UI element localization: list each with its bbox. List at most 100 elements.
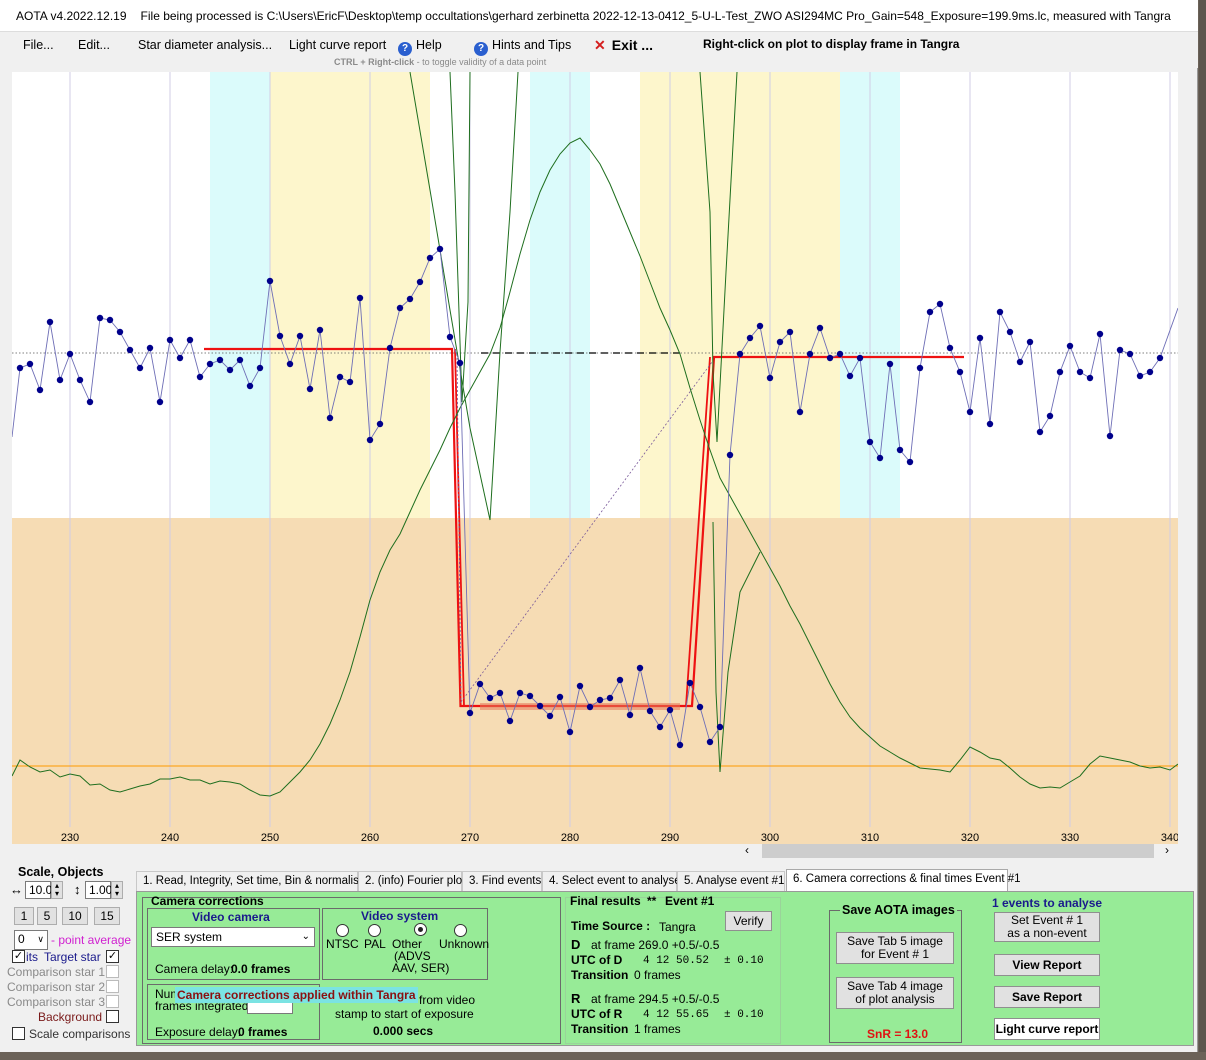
data-point-53 bbox=[536, 702, 544, 710]
comparison-star-1-checkbox[interactable] bbox=[106, 965, 119, 978]
data-point-44 bbox=[446, 333, 454, 341]
data-point-37 bbox=[376, 420, 384, 428]
menu-exit[interactable]: ✕ Exit ... bbox=[594, 37, 653, 54]
other-radio[interactable] bbox=[414, 923, 427, 936]
menu-light-curve-report[interactable]: Light curve report bbox=[289, 38, 387, 52]
scroll-left-arrow-icon[interactable]: ‹ bbox=[745, 843, 749, 857]
point-average-select[interactable]: 0 ∨ bbox=[14, 930, 48, 950]
data-point-42 bbox=[426, 254, 434, 262]
x-tick-label-11: 340 bbox=[1161, 832, 1178, 844]
x-tick-label-10: 330 bbox=[1061, 832, 1079, 844]
scale-comparisons-checkbox[interactable] bbox=[12, 1027, 25, 1040]
data-point-5 bbox=[56, 376, 64, 384]
data-point-99 bbox=[996, 308, 1004, 316]
data-point-90 bbox=[906, 458, 914, 466]
data-point-86 bbox=[866, 438, 874, 446]
utc-d-value: 4 12 50.52 bbox=[643, 955, 710, 967]
unknown-radio[interactable] bbox=[454, 924, 467, 937]
other-sub2: AAV, SER) bbox=[392, 961, 450, 975]
verify-button[interactable]: Verify bbox=[725, 911, 772, 931]
r-frame-text: at frame 294.5 +0.5/-0.5 bbox=[591, 992, 720, 1006]
transition-r-value: 1 frames bbox=[634, 1022, 681, 1036]
target-star-checkbox[interactable]: ✓ bbox=[106, 950, 119, 963]
scale-button-10[interactable]: 10 bbox=[62, 907, 88, 925]
data-point-47 bbox=[476, 680, 484, 688]
set-non-event-button[interactable]: Set Event # 1 as a non-event bbox=[994, 912, 1100, 942]
comparison-star-2-checkbox[interactable] bbox=[106, 980, 119, 993]
ntsc-radio[interactable] bbox=[336, 924, 349, 937]
data-point-69 bbox=[696, 703, 704, 711]
pal-radio[interactable] bbox=[368, 924, 381, 937]
app-title: AOTA v4.2022.12.19 bbox=[16, 8, 127, 23]
menu-edit[interactable]: Edit... bbox=[78, 38, 110, 52]
data-point-6 bbox=[66, 350, 74, 358]
data-point-52 bbox=[526, 692, 534, 700]
save-tab5-image-button[interactable]: Save Tab 5 image for Event # 1 bbox=[836, 932, 954, 964]
menu-help-label: Help bbox=[416, 38, 442, 52]
data-point-73 bbox=[736, 350, 744, 358]
data-point-79 bbox=[796, 408, 804, 416]
bottom-fit-band bbox=[480, 703, 680, 710]
data-point-57 bbox=[576, 682, 584, 690]
tab-analyse-event[interactable]: 5. Analyse event #1 bbox=[677, 871, 785, 891]
target-star-label: Target star bbox=[44, 950, 101, 964]
utc-d-label: UTC of D bbox=[571, 953, 623, 967]
data-point-10 bbox=[106, 316, 114, 324]
green-fit-curve-inner bbox=[449, 72, 471, 403]
camera-corrections-panel: Camera corrections Video camera SER syst… bbox=[136, 891, 1194, 1046]
data-point-23 bbox=[236, 356, 244, 364]
data-point-61 bbox=[616, 676, 624, 684]
ctrl-hint-key: CTRL + Right-click bbox=[334, 57, 415, 67]
x-scale-spinner[interactable]: ▴ ▾ bbox=[51, 881, 63, 899]
tab-camera-corrections[interactable]: 6. Camera corrections & final times Even… bbox=[786, 869, 1021, 892]
save-report-button[interactable]: Save Report bbox=[994, 986, 1100, 1008]
point-average-chevron-icon: ∨ bbox=[37, 934, 44, 944]
light-curve-report-button[interactable]: Light curve report bbox=[994, 1018, 1100, 1040]
stamp-label: stamp to start of exposure bbox=[335, 1007, 474, 1021]
x-scale-input[interactable]: 10.0 bbox=[25, 881, 52, 899]
y-scale-spinner[interactable]: ▴ ▾ bbox=[111, 881, 123, 899]
data-point-2 bbox=[26, 360, 34, 368]
camera-type-select[interactable]: SER system ⌄ bbox=[151, 927, 315, 947]
comparison-star-2-label: Comparison star 2 bbox=[7, 980, 106, 994]
tab-find-events[interactable]: 3. Find events bbox=[462, 871, 542, 891]
data-point-98 bbox=[986, 420, 994, 428]
comparison-star-3-checkbox[interactable] bbox=[106, 995, 119, 1008]
data-point-31 bbox=[316, 326, 324, 334]
ctrl-right-click-hint: CTRL + Right-click - to toggle validity … bbox=[334, 57, 546, 67]
view-report-button[interactable]: View Report bbox=[994, 954, 1100, 976]
tab-select-event[interactable]: 4. Select event to analyse bbox=[542, 871, 681, 891]
x-tick-label-3: 260 bbox=[361, 832, 379, 844]
scale-button-15[interactable]: 15 bbox=[94, 907, 120, 925]
lower-region bbox=[12, 518, 1178, 844]
data-point-32 bbox=[326, 414, 334, 422]
scale-button-5[interactable]: 5 bbox=[37, 907, 57, 925]
tab-fourier-plot[interactable]: 2. (info) Fourier plot bbox=[358, 871, 465, 891]
tab-read-integrity[interactable]: 1. Read, Integrity, Set time, Bin & norm… bbox=[136, 871, 365, 891]
target-star-display-checkbox[interactable]: ✓ bbox=[12, 950, 25, 963]
light-curve-plot[interactable]: 230 240 250 260 270 280 290 300 310 320 330 340 bbox=[12, 72, 1178, 844]
other-label: Other bbox=[392, 937, 423, 951]
menu-hints[interactable]: ? Hints and Tips bbox=[474, 38, 571, 56]
background-checkbox[interactable] bbox=[106, 1010, 119, 1023]
save-tab4-image-button[interactable]: Save Tab 4 image of plot analysis bbox=[836, 977, 954, 1009]
data-point-75 bbox=[756, 322, 764, 330]
data-point-26 bbox=[266, 277, 274, 285]
menu-bar: File... Edit... Star diameter analysis..… bbox=[0, 32, 1198, 68]
plot-horizontal-scrollbar[interactable] bbox=[762, 844, 1154, 858]
scroll-right-arrow-icon[interactable]: › bbox=[1165, 843, 1169, 857]
data-point-11 bbox=[116, 328, 124, 336]
final-results-stars: ** bbox=[647, 894, 657, 908]
data-point-105 bbox=[1056, 368, 1064, 376]
data-point-51 bbox=[516, 689, 524, 697]
scale-button-1[interactable]: 1 bbox=[14, 907, 34, 925]
y-scale-input[interactable]: 1.00 bbox=[85, 881, 112, 899]
x-tick-label-6: 290 bbox=[661, 832, 679, 844]
menu-star-diameter[interactable]: Star diameter analysis... bbox=[138, 38, 273, 52]
frames-integrated-group bbox=[147, 984, 320, 1040]
data-point-20 bbox=[206, 360, 214, 368]
menu-help[interactable]: ? Help bbox=[398, 38, 442, 56]
data-point-109 bbox=[1096, 330, 1104, 338]
light-curve-svg[interactable]: 230 240 250 260 270 280 290 300 310 320 330 340 bbox=[12, 72, 1178, 844]
menu-file[interactable]: File... bbox=[23, 38, 54, 52]
